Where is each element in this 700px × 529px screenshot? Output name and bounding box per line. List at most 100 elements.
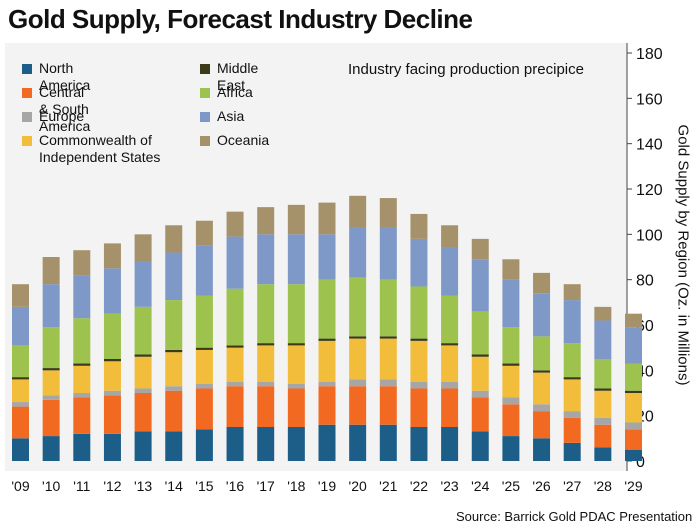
bar-segment-north-america-3 <box>103 433 121 461</box>
bar-segment-central-south-america-1 <box>42 399 60 437</box>
bar-segment-asia-2 <box>73 275 91 319</box>
bar-segment-europe-8 <box>257 381 275 387</box>
bar-segment-oceania-9 <box>287 204 305 235</box>
bar-segment-middle-east-20 <box>625 390 642 393</box>
bar-segment-middle-east-17 <box>533 370 551 373</box>
bar-segment-africa-2 <box>73 318 91 364</box>
bar-segment-middle-east-5 <box>165 349 183 353</box>
bar-segment-central-south-america-10 <box>318 386 336 425</box>
bar-segment-asia-17 <box>533 293 551 337</box>
y-tick-label: 180 <box>636 46 663 63</box>
bar-segment-africa-3 <box>103 313 121 359</box>
x-tick-label: '09 <box>11 478 29 494</box>
x-tick-label: '18 <box>287 478 305 494</box>
bar-segment-central-south-america-4 <box>134 393 152 432</box>
bar-segment-africa-5 <box>165 300 183 350</box>
bar-segment-africa-9 <box>287 284 305 344</box>
bar-segment-europe-11 <box>349 379 367 387</box>
x-tick-label: '26 <box>532 478 550 494</box>
bar-segment-north-america-7 <box>226 427 244 461</box>
bar-segment-europe-0 <box>12 402 29 407</box>
legend-item-oceania: Oceania <box>200 132 269 149</box>
bar-segment-middle-east-2 <box>73 363 91 366</box>
legend-item-central-south-america: Central & South America <box>22 84 90 135</box>
bar-segment-north-america-8 <box>257 427 275 461</box>
legend-item-north-america: North America <box>22 60 90 94</box>
bar-segment-central-south-america-17 <box>533 411 551 439</box>
bar-segment-north-america-14 <box>441 427 459 461</box>
x-tick-label: '25 <box>502 478 520 494</box>
bar-segment-africa-6 <box>195 295 213 348</box>
bar-segment-north-america-18 <box>563 442 581 461</box>
bar-segment-middle-east-16 <box>502 363 520 366</box>
bar-segment-asia-6 <box>195 245 213 296</box>
bar-segment-central-south-america-3 <box>103 395 121 434</box>
bar-segment-oceania-5 <box>165 225 183 253</box>
bar-segment-africa-1 <box>42 327 60 369</box>
bar-segment-commonwealth-of-independent-states-11 <box>349 338 367 380</box>
x-tick-label: '10 <box>42 478 60 494</box>
bar-segment-asia-15 <box>471 259 489 312</box>
bar-segment-north-america-13 <box>410 427 428 461</box>
bar-segment-oceania-1 <box>42 257 60 285</box>
x-tick-label: '21 <box>379 478 397 494</box>
bar-segment-europe-15 <box>471 390 489 398</box>
bar-segment-europe-13 <box>410 381 428 389</box>
y-tick-label: 0 <box>636 454 645 471</box>
bar-segment-asia-14 <box>441 247 459 296</box>
legend-item-middle-east: Middle East <box>200 60 258 94</box>
bar-segment-europe-6 <box>195 383 213 389</box>
bar-segment-commonwealth-of-independent-states-10 <box>318 340 336 382</box>
bar-segment-middle-east-6 <box>195 347 213 350</box>
bar-segment-oceania-16 <box>502 259 520 280</box>
bar-segment-asia-12 <box>379 227 397 280</box>
bar-segment-africa-12 <box>379 279 397 337</box>
bar-segment-europe-18 <box>563 411 581 418</box>
bar-segment-commonwealth-of-independent-states-5 <box>165 352 183 387</box>
bar-segment-central-south-america-18 <box>563 417 581 443</box>
x-tick-label: '29 <box>624 478 642 494</box>
bar-segment-central-south-america-12 <box>379 386 397 425</box>
legend-label: Oceania <box>217 132 270 148</box>
bar-segment-north-america-10 <box>318 424 336 461</box>
bar-segment-europe-4 <box>134 388 152 393</box>
bar-segment-middle-east-18 <box>563 377 581 380</box>
bar-segment-europe-3 <box>103 390 121 396</box>
bar-segment-asia-5 <box>165 252 183 301</box>
bar-segment-middle-east-0 <box>12 377 29 380</box>
bar-segment-central-south-america-2 <box>73 397 91 434</box>
legend-label: Commonwealth of Independent States <box>39 132 161 165</box>
bar-segment-europe-16 <box>502 397 520 405</box>
bar-segment-commonwealth-of-independent-states-3 <box>103 361 121 391</box>
bar-segment-oceania-0 <box>12 284 29 307</box>
x-tick-label: '12 <box>103 478 121 494</box>
bar-segment-commonwealth-of-independent-states-2 <box>73 365 91 393</box>
x-tick-label: '13 <box>134 478 152 494</box>
bar-segment-africa-4 <box>134 306 152 355</box>
bar-segment-north-america-4 <box>134 431 152 461</box>
bar-segment-asia-18 <box>563 300 581 344</box>
bar-segment-asia-10 <box>318 234 336 280</box>
bar-segment-commonwealth-of-independent-states-1 <box>42 370 60 396</box>
bar-segment-commonwealth-of-independent-states-14 <box>441 345 459 382</box>
chart-subtitle: Industry facing production precipice <box>348 61 584 78</box>
bar-segment-europe-7 <box>226 381 244 387</box>
bar-segment-commonwealth-of-independent-states-20 <box>625 393 642 423</box>
x-tick-label: '24 <box>471 478 489 494</box>
legend-swatch <box>200 136 210 146</box>
bar-segment-oceania-2 <box>73 250 91 276</box>
legend-label: Europe <box>39 108 85 124</box>
source-note: Source: Barrick Gold PDAC Presentation <box>456 509 693 524</box>
bar-segment-central-south-america-9 <box>287 388 305 427</box>
bar-segment-europe-2 <box>73 393 91 398</box>
bar-segment-central-south-america-19 <box>594 424 612 448</box>
legend-swatch <box>200 112 210 122</box>
bar-segment-oceania-3 <box>103 243 121 269</box>
bar-segment-commonwealth-of-independent-states-18 <box>563 379 581 412</box>
bar-segment-central-south-america-14 <box>441 388 459 427</box>
x-tick-label: '11 <box>73 478 90 494</box>
legend-swatch <box>22 112 32 122</box>
bar-segment-africa-20 <box>625 363 642 391</box>
bar-segment-oceania-13 <box>410 213 428 239</box>
bar-segment-asia-4 <box>134 261 152 307</box>
